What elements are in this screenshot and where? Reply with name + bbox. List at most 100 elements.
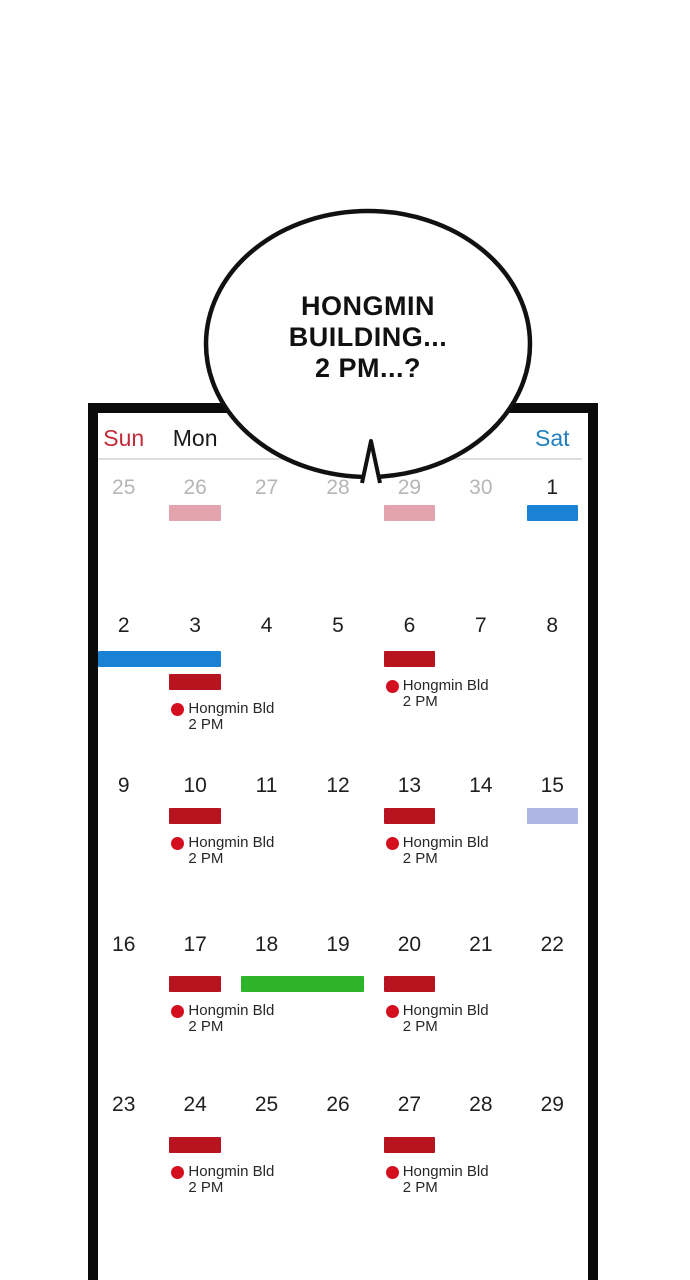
day-cell-7[interactable]: 7 [475, 614, 487, 637]
day-cell-22[interactable]: 22 [540, 933, 564, 956]
event-time: 2 PM [402, 850, 438, 867]
event-bar-lavender[interactable] [526, 808, 578, 824]
event-label[interactable]: Hongmin Bld 2 PM [385, 678, 489, 710]
event-title: Hongmin Bld [188, 1002, 275, 1019]
day-cell-4[interactable]: 4 [260, 614, 273, 637]
day-cell-24[interactable]: 24 [183, 1093, 207, 1116]
bubble-line: 2 PM...? [314, 353, 421, 383]
bubble-line: HONGMIN [301, 291, 435, 321]
weekday-label-sat: Sat [535, 425, 570, 451]
event-bar-red[interactable] [383, 976, 436, 992]
event-text: Hongmin Bld 2 PM [403, 835, 489, 867]
event-dot-icon [385, 1005, 399, 1018]
event-label[interactable]: Hongmin Bld 2 PM [385, 1003, 489, 1035]
day-cell-9[interactable]: 9 [117, 774, 130, 797]
day-cell-16[interactable]: 16 [112, 933, 136, 956]
week-row-4: 16 17 18 19 20 21 22 Hongmin Bld 2 PM Hongmin Bld… [88, 927, 588, 1087]
day-cell-2[interactable]: 2 [117, 614, 130, 637]
event-time: 2 PM [402, 1018, 438, 1035]
event-bar-pink[interactable] [169, 505, 221, 521]
event-time: 2 PM [188, 850, 224, 867]
weekday-label-sun: Sun [103, 425, 145, 451]
week-row-1: 25 26 27 28 29 30 1 [88, 470, 588, 630]
event-text: Hongmin Bld 2 PM [188, 701, 274, 733]
day-cell-26[interactable]: 26 [183, 476, 207, 499]
event-bar-red[interactable] [169, 674, 221, 690]
day-cell-29[interactable]: 29 [540, 1093, 564, 1116]
day-cell-14[interactable]: 14 [469, 774, 493, 797]
day-cell-25[interactable]: 25 [254, 1093, 279, 1116]
speech-bubble-tail [360, 439, 382, 484]
day-cell-28[interactable]: 28 [326, 476, 350, 499]
event-time: 2 PM [402, 693, 438, 710]
event-dot-icon [171, 837, 185, 850]
day-cell-10[interactable]: 10 [183, 774, 207, 797]
event-time: 2 PM [402, 1179, 438, 1196]
event-title: Hongmin Bld [402, 1163, 489, 1180]
day-cell-12[interactable]: 12 [326, 774, 350, 797]
event-bar-blue[interactable] [98, 651, 221, 667]
day-cell-27[interactable]: 27 [254, 476, 279, 499]
event-time: 2 PM [188, 716, 224, 733]
event-bar-blue[interactable] [526, 505, 578, 521]
event-time: 2 PM [188, 1018, 224, 1035]
week-row-3: 9 10 11 12 13 14 15 Hongmin Bld 2 PM Hongmin Bld 2… [88, 768, 588, 928]
event-text: Hongmin Bld 2 PM [403, 1164, 489, 1196]
weekday-header-row: Sun Mon Sat [88, 423, 588, 455]
event-title: Hongmin Bld [188, 1163, 275, 1180]
event-label[interactable]: Hongmin Bld 2 PM [385, 1164, 489, 1196]
event-dot-icon [385, 837, 399, 850]
event-bar-red[interactable] [169, 1137, 221, 1153]
day-cell-8[interactable]: 8 [546, 614, 559, 637]
event-label[interactable]: Hongmin Bld 2 PM [171, 1164, 274, 1196]
day-cell-17[interactable]: 17 [183, 933, 207, 956]
event-bar-red[interactable] [169, 976, 221, 992]
day-cell-15[interactable]: 15 [540, 774, 564, 797]
day-cell-23[interactable]: 23 [112, 1093, 136, 1116]
day-cell-19[interactable]: 19 [326, 933, 350, 956]
weekday-label-mon: Mon [172, 425, 218, 451]
event-dot-icon [385, 680, 399, 693]
day-cell-11[interactable]: 11 [255, 774, 278, 797]
day-cell-5[interactable]: 5 [332, 614, 344, 637]
day-cell-25[interactable]: 25 [112, 476, 136, 499]
event-label[interactable]: Hongmin Bld 2 PM [171, 701, 274, 733]
event-bar-red[interactable] [383, 1137, 436, 1153]
event-title: Hongmin Bld [402, 677, 489, 694]
day-cell-1[interactable]: 1 [546, 476, 559, 499]
day-cell-20[interactable]: 20 [397, 933, 422, 956]
event-dot-icon [171, 703, 185, 716]
day-cell-18[interactable]: 18 [254, 933, 279, 956]
day-cell-30[interactable]: 30 [469, 476, 493, 499]
event-bar-red[interactable] [383, 808, 436, 824]
event-title: Hongmin Bld [188, 834, 275, 851]
day-cell-27[interactable]: 27 [397, 1093, 422, 1116]
bubble-line: BUILDING... [288, 322, 448, 352]
event-text: Hongmin Bld 2 PM [188, 1003, 274, 1035]
day-cell-21[interactable]: 21 [469, 933, 493, 956]
event-text: Hongmin Bld 2 PM [403, 678, 489, 710]
event-time: 2 PM [188, 1179, 224, 1196]
event-title: Hongmin Bld [402, 834, 489, 851]
day-cell-6[interactable]: 6 [403, 614, 416, 637]
event-bar-pink[interactable] [383, 505, 436, 521]
event-dot-icon [171, 1005, 185, 1018]
day-cell-28[interactable]: 28 [469, 1093, 493, 1116]
event-text: Hongmin Bld 2 PM [188, 1164, 274, 1196]
event-label[interactable]: Hongmin Bld 2 PM [171, 1003, 274, 1035]
week-row-5: 23 24 25 26 27 28 29 Hongmin Bld 2 PM Hongmin Bld… [88, 1087, 588, 1247]
day-cell-26[interactable]: 26 [326, 1093, 350, 1116]
week-row-2: 2 3 4 5 6 7 8 Hongmin Bld 2 PM Hongmin Bld 2 PM [88, 608, 588, 768]
event-bar-green[interactable] [240, 976, 364, 992]
day-cell-3[interactable]: 3 [189, 614, 201, 637]
event-bar-red[interactable] [169, 808, 221, 824]
event-label[interactable]: Hongmin Bld 2 PM [385, 835, 489, 867]
event-label[interactable]: Hongmin Bld 2 PM [171, 835, 274, 867]
event-bar-red[interactable] [383, 651, 436, 667]
event-text: Hongmin Bld 2 PM [403, 1003, 489, 1035]
speech-bubble [203, 208, 533, 484]
day-cell-13[interactable]: 13 [397, 774, 422, 797]
calendar-panel: Sun Mon Sat 25 26 27 28 29 30 1 2 3 4 5 6 7 8 Hongmin Bld… [88, 403, 598, 1280]
day-cell-29[interactable]: 29 [397, 476, 422, 499]
